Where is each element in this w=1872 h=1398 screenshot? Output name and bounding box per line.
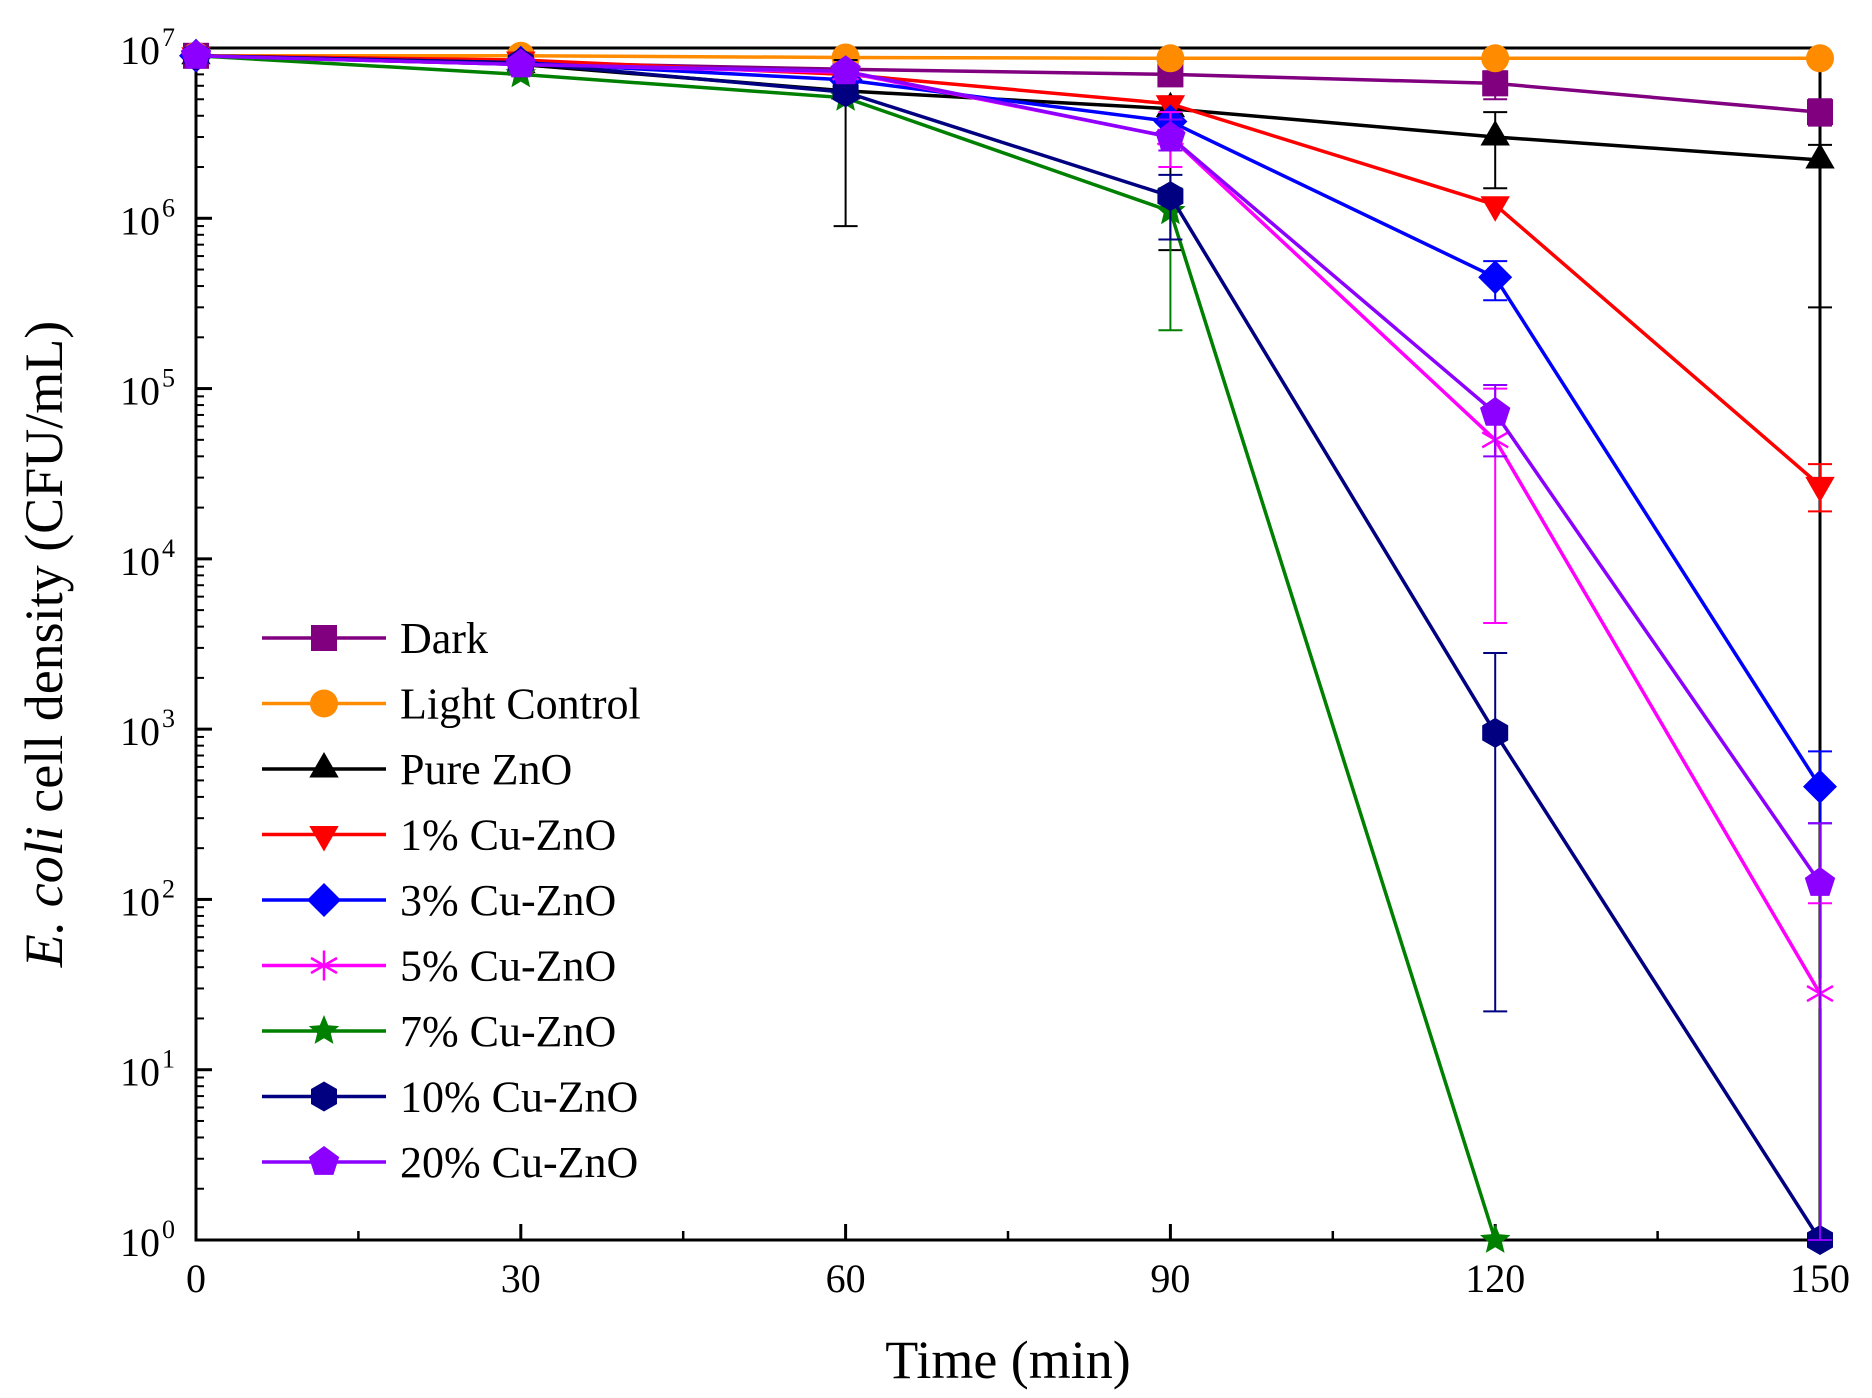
series-line bbox=[195, 54, 1822, 788]
y-tick-exponent: 4 bbox=[162, 534, 175, 563]
y-tick-base: 10 bbox=[120, 1050, 160, 1095]
y-tick-label: 10 bbox=[120, 709, 160, 754]
y-tick-base: 10 bbox=[120, 1220, 160, 1265]
legend-label: Light Control bbox=[400, 680, 641, 729]
y-tick-exponent: 7 bbox=[162, 23, 175, 52]
legend-item: Pure ZnO bbox=[262, 745, 572, 794]
y-tick-base: 10 bbox=[120, 539, 160, 584]
data-point bbox=[1805, 143, 1835, 169]
y-tick-exponent: 3 bbox=[162, 704, 175, 733]
data-point bbox=[1482, 70, 1509, 97]
data-point bbox=[832, 77, 859, 108]
x-axis-title: Time (min) bbox=[885, 1330, 1131, 1390]
data-point bbox=[1156, 44, 1185, 73]
legend-label: Dark bbox=[400, 614, 488, 663]
legend-item: 1% Cu-ZnO bbox=[262, 811, 616, 860]
x-tick-label: 60 bbox=[826, 1256, 866, 1301]
y-axis-title-italic: E. coli bbox=[14, 826, 74, 968]
legend-item: 10% Cu-ZnO bbox=[262, 1073, 638, 1122]
y-tick-exponent: 2 bbox=[162, 874, 175, 903]
legend-label: 20% Cu-ZnO bbox=[400, 1138, 638, 1187]
data-point bbox=[1481, 44, 1510, 73]
x-tick-label: 150 bbox=[1790, 1256, 1850, 1301]
data-point bbox=[1480, 1224, 1511, 1253]
y-tick-base: 10 bbox=[120, 198, 160, 243]
data-point bbox=[1482, 717, 1509, 748]
legend-marker bbox=[310, 950, 338, 981]
legend-label: 10% Cu-ZnO bbox=[400, 1073, 638, 1122]
data-point bbox=[1807, 99, 1833, 126]
legend-marker bbox=[308, 1146, 340, 1175]
legend-marker bbox=[310, 689, 338, 718]
y-tick-label: 10 bbox=[120, 198, 160, 243]
data-point bbox=[180, 39, 212, 69]
series-line bbox=[195, 54, 1822, 884]
y-axis-title: E. coli cell density (CFU/mL) bbox=[14, 321, 74, 968]
y-tick-exponent: 6 bbox=[162, 193, 175, 222]
data-point bbox=[1803, 769, 1837, 804]
x-tick-label: 90 bbox=[1150, 1256, 1190, 1301]
legend-marker bbox=[311, 625, 337, 651]
y-tick-base: 10 bbox=[120, 28, 160, 73]
data-point bbox=[1804, 866, 1836, 896]
legend-marker bbox=[308, 1015, 340, 1044]
data-point bbox=[830, 55, 861, 85]
y-tick-base: 10 bbox=[120, 879, 160, 924]
x-tick-label: 120 bbox=[1465, 1256, 1525, 1301]
y-tick-label: 10 bbox=[120, 1220, 160, 1265]
marker-stroke bbox=[310, 956, 338, 975]
y-tick-exponent: 0 bbox=[162, 1215, 175, 1244]
y-tick-label: 10 bbox=[120, 28, 160, 73]
legend-marker bbox=[309, 752, 339, 778]
data-point bbox=[505, 48, 536, 78]
y-tick-exponent: 1 bbox=[162, 1045, 175, 1074]
series-20-cu-zno bbox=[180, 39, 1836, 1241]
data-point bbox=[1480, 396, 1511, 426]
data-point bbox=[1806, 44, 1834, 73]
y-tick-exponent: 5 bbox=[162, 364, 175, 393]
legend-label: 3% Cu-ZnO bbox=[400, 876, 616, 925]
data-point bbox=[1805, 476, 1835, 503]
legend-item: 7% Cu-ZnO bbox=[262, 1007, 616, 1056]
legend-label: Pure ZnO bbox=[400, 745, 572, 794]
series-1-cu-zno bbox=[181, 47, 1835, 513]
y-tick-base: 10 bbox=[120, 709, 160, 754]
legend-label: 7% Cu-ZnO bbox=[400, 1007, 616, 1056]
data-point bbox=[1155, 121, 1186, 150]
series-line bbox=[195, 54, 1497, 1241]
data-point bbox=[1157, 181, 1184, 212]
series-pure-zno bbox=[181, 38, 1835, 309]
legend-item: 20% Cu-ZnO bbox=[262, 1138, 638, 1187]
series-layer bbox=[179, 38, 1837, 1255]
legend-item: 5% Cu-ZnO bbox=[262, 942, 616, 991]
legend-label: 1% Cu-ZnO bbox=[400, 811, 616, 860]
legend-item: Light Control bbox=[262, 680, 641, 729]
y-tick-label: 10 bbox=[120, 1050, 160, 1095]
legend-marker bbox=[309, 826, 339, 852]
legend-item: 3% Cu-ZnO bbox=[262, 876, 616, 925]
y-tick-base: 10 bbox=[120, 369, 160, 414]
y-tick-label: 10 bbox=[120, 879, 160, 924]
legend-marker bbox=[311, 1081, 337, 1112]
legend-marker bbox=[307, 883, 341, 917]
data-point bbox=[1478, 260, 1513, 295]
legend-item: Dark bbox=[262, 614, 488, 663]
x-tick-label: 0 bbox=[186, 1256, 206, 1301]
data-point bbox=[1480, 196, 1510, 222]
x-tick-label: 30 bbox=[501, 1256, 541, 1301]
series-line bbox=[195, 54, 1822, 487]
series-line bbox=[196, 54, 1820, 61]
x-axis: 0 30 60 90 120 150 bbox=[186, 1224, 1850, 1301]
legend-label: 5% Cu-ZnO bbox=[400, 942, 616, 991]
y-tick-label: 10 bbox=[120, 369, 160, 414]
data-point bbox=[1480, 120, 1510, 146]
legend: Dark Light Control Pure ZnO 1% Cu-ZnO 3% Cu-… bbox=[262, 614, 641, 1187]
y-axis-title-rest: cell density (CFU/mL) bbox=[14, 321, 74, 826]
y-tick-label: 10 bbox=[120, 539, 160, 584]
